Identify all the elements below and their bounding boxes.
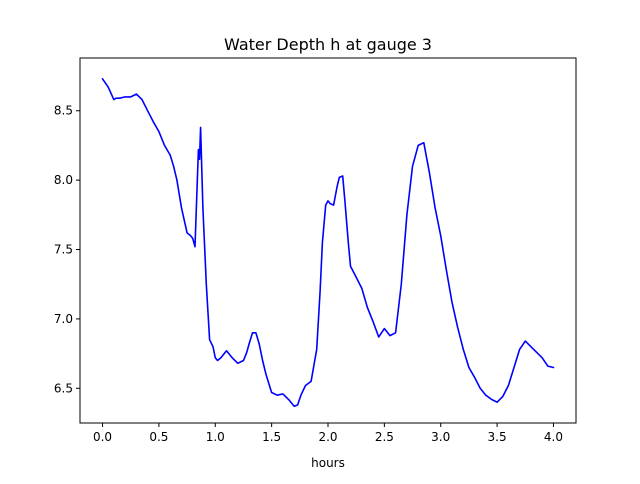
x-tick-label: 4.0 xyxy=(544,430,563,444)
x-tick-label: 3.0 xyxy=(431,430,450,444)
x-axis-label: hours xyxy=(311,456,345,470)
x-tick-label: 0.0 xyxy=(93,430,112,444)
y-tick-label: 7.5 xyxy=(54,243,73,257)
x-tick-label: 0.5 xyxy=(149,430,168,444)
plot-background xyxy=(80,58,576,423)
x-tick-label: 3.5 xyxy=(488,430,507,444)
y-tick-label: 8.0 xyxy=(54,173,73,187)
x-tick-label: 1.5 xyxy=(262,430,281,444)
y-tick-label: 8.5 xyxy=(54,104,73,118)
y-axis: 6.5 7.0 7.5 8.0 8.5 xyxy=(54,104,80,395)
series-layer xyxy=(101,78,555,408)
y-tick-label: 6.5 xyxy=(54,381,73,395)
y-tick-label: 7.0 xyxy=(54,312,73,326)
x-tick-label: 2.5 xyxy=(375,430,394,444)
x-tick-label: 2.0 xyxy=(318,430,337,444)
x-tick-label: 1.0 xyxy=(206,430,225,444)
x-axis: 0.0 0.5 1.0 1.5 2.0 2.5 3.0 3.5 4.0 xyxy=(93,423,563,444)
chart-title: Water Depth h at gauge 3 xyxy=(224,35,432,54)
series-line-0 xyxy=(101,78,555,408)
